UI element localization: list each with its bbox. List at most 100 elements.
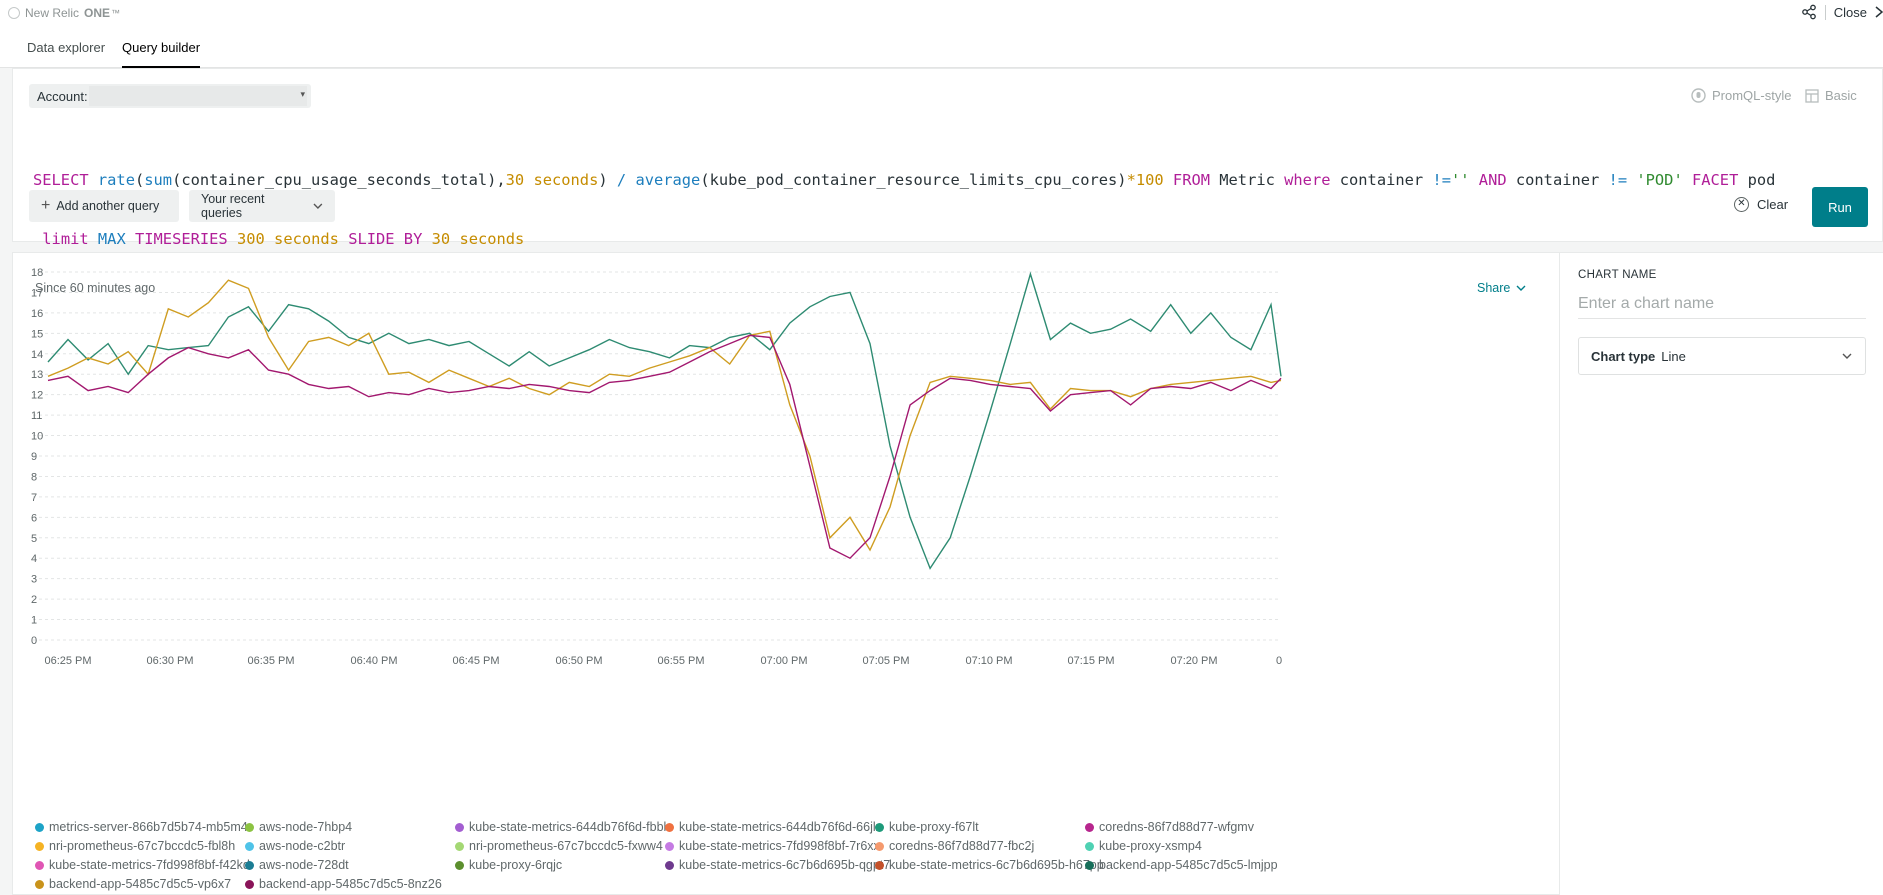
legend-item[interactable]: kube-proxy-xsmp4 [1085,839,1202,853]
plus-icon: + [41,197,51,214]
clear-button[interactable]: ✕ Clear [1734,197,1788,212]
query-token [265,230,274,248]
legend-swatch-icon [35,841,44,851]
explorer-tabs: Data explorer Query builder [0,26,1883,68]
query-editor-panel: Account: ▾ PromQL-style Basic SELECT rat… [12,68,1883,248]
y-tick-label: 15 [31,328,43,340]
y-tick-label: 8 [31,471,37,483]
legend-item[interactable]: kube-state-metrics-644db76f6d-fbblv [455,820,673,834]
legend-item[interactable]: nri-prometheus-67c7bccdc5-fxww4 [455,839,663,853]
legend-swatch-icon [455,841,464,851]
legend-swatch-icon [1085,841,1094,851]
y-tick-label: 1 [31,615,37,627]
series-line-1 [47,279,1282,552]
series-line-0 [47,271,1282,570]
legend-item[interactable]: nri-prometheus-67c7bccdc5-fbl8h [35,839,235,853]
chevron-down-icon [1516,285,1526,291]
x-tick-label: 07:10 PM [965,655,1012,667]
account-select[interactable]: Account: ▾ [29,84,311,108]
legend-swatch-icon [245,860,254,870]
query-token: 300 [236,229,265,248]
legend-item[interactable]: kube-state-metrics-7fd998f8bf-f42kd [35,858,250,872]
legend-swatch-icon [875,841,884,851]
y-tick-label: 17 [31,287,43,299]
legend-item[interactable]: kube-proxy-f67lt [875,820,979,834]
legend-item[interactable]: kube-state-metrics-7fd998f8bf-7r6xx [665,839,880,853]
legend-label: kube-state-metrics-6c7b6d695b-h67pp [889,858,1104,872]
brand: New Relic ONE ™ [8,6,120,20]
legend-swatch-icon [875,822,884,832]
promql-icon [1691,88,1706,103]
brand-tm: ™ [111,8,121,18]
legend-item[interactable]: kube-state-metrics-6c7b6d695b-h67pp [875,858,1104,872]
query-token: 30 [431,229,451,248]
y-tick-label: 3 [31,574,37,586]
query-token: '' [1450,171,1470,189]
basic-mode-toggle[interactable]: Basic [1805,88,1857,103]
query-token: container [1330,171,1433,189]
query-token: *100 [1126,171,1164,189]
add-query-label: Add another query [56,199,160,213]
run-button[interactable]: Run [1812,187,1868,227]
legend-item[interactable]: backend-app-5485c7d5c5-lmjpp [1085,858,1278,872]
legend-item[interactable]: kube-proxy-6rqjc [455,858,562,872]
brand-name: New Relic [25,6,80,20]
legend-swatch-icon [245,841,254,851]
query-token: TIMESERIES [135,229,228,248]
chart-type-select[interactable]: Chart type Line [1578,337,1866,375]
chevron-down-icon [1842,353,1852,359]
legend-item[interactable]: kube-state-metrics-6c7b6d695b-qgpt7 [665,858,890,872]
legend-label: kube-proxy-xsmp4 [1099,839,1202,853]
legend-label: backend-app-5485c7d5c5-8nz26 [259,877,442,891]
query-token: pod [1738,171,1776,189]
legend-swatch-icon [455,860,464,870]
divider [1824,4,1826,20]
legend-item[interactable]: metrics-server-866b7d5b74-mb5m4 [35,820,248,834]
legend-swatch-icon [35,879,44,889]
tab-data-explorer[interactable]: Data explorer [27,40,106,55]
share-network-icon[interactable] [1801,4,1817,20]
query-token: MAX [97,229,126,248]
query-token: seconds [274,229,339,248]
tab-query-builder[interactable]: Query builder [122,40,201,68]
close-icon[interactable] [1875,5,1883,19]
query-token: 'POD' [1636,171,1683,189]
legend-swatch-icon [1085,822,1094,832]
legend-item[interactable]: backend-app-5485c7d5c5-8nz26 [245,877,442,891]
y-tick-label: 13 [31,369,43,381]
chart-name-input[interactable] [1578,289,1866,319]
legend-item[interactable]: kube-state-metrics-644db76f6d-66jlz [665,820,882,834]
x-tick-label: 0 [1276,655,1282,667]
query-token [126,230,135,248]
add-query-button[interactable]: + Add another query [29,190,179,222]
chart-type-value: Line [1661,348,1686,364]
legend-swatch-icon [1085,860,1094,870]
account-label: Account: [37,88,88,104]
legend-label: aws-node-728dt [259,858,349,872]
share-button[interactable]: Share [1477,281,1526,295]
legend-label: kube-state-metrics-644db76f6d-fbblv [469,820,673,834]
promql-mode-toggle[interactable]: PromQL-style [1691,88,1791,103]
query-token [339,230,348,248]
legend-item[interactable]: backend-app-5485c7d5c5-vp6x7 [35,877,231,891]
x-tick-label: 07:20 PM [1170,655,1217,667]
query-token: FACET [1692,171,1739,189]
time-range-label: Since 60 minutes ago [35,281,156,295]
legend-item[interactable]: aws-node-c2btr [245,839,345,853]
legend-label: nri-prometheus-67c7bccdc5-fbl8h [49,839,236,853]
y-tick-label: 0 [31,635,37,647]
chevron-down-icon [313,203,323,209]
legend-swatch-icon [665,860,674,870]
legend-item[interactable]: aws-node-728dt [245,858,349,872]
recent-queries-button[interactable]: Your recent queries [189,190,335,222]
promql-label: PromQL-style [1712,88,1792,103]
query-token: FROM [1172,171,1210,189]
legend-item[interactable]: coredns-86f7d88d77-fbc2j [875,839,1034,853]
legend-item[interactable]: aws-node-7hbp4 [245,820,352,834]
legend-item[interactable]: coredns-86f7d88d77-wfgmv [1085,820,1254,834]
close-button[interactable]: Close [1833,4,1867,20]
nrql-query-editor[interactable]: SELECT rate(sum(container_cpu_usage_seco… [33,132,1863,288]
x-tick-label: 06:55 PM [657,655,704,667]
y-tick-label: 6 [31,512,37,524]
